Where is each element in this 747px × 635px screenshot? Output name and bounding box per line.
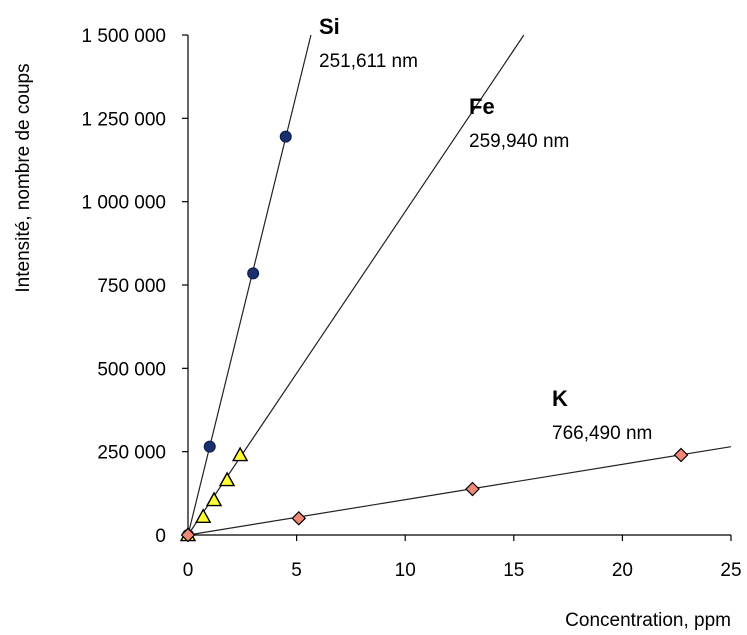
data-point-fe <box>195 508 212 523</box>
markers <box>179 130 689 543</box>
data-point-si <box>203 440 216 453</box>
wavelength-label-si: 251,611 nm <box>319 51 418 72</box>
x-tick-label: 5 <box>291 560 302 581</box>
data-point-k <box>180 527 196 543</box>
y-tick-label: 1 000 000 <box>81 193 166 214</box>
fit-line-si <box>187 34 312 536</box>
y-axis-title: Intensité, nombre de coups <box>13 63 34 292</box>
data-point-fe <box>205 491 223 507</box>
series-label-fe: Fe <box>469 94 495 119</box>
data-point-si <box>247 267 260 280</box>
x-tick-label: 0 <box>183 560 194 581</box>
data-point-k <box>465 481 480 497</box>
y-tick-label: 750 000 <box>97 276 166 297</box>
x-tick-label: 15 <box>503 560 524 581</box>
y-tick-label: 1 500 000 <box>81 26 166 47</box>
x-ticks: 0 5 10 15 20 25 <box>183 535 742 581</box>
data-point-k <box>291 510 307 526</box>
series-label-k: K <box>552 386 568 411</box>
data-point-si <box>279 130 292 143</box>
y-ticks: 0 250 000 500 000 750 000 1 000 000 1 250 000… <box>81 26 188 547</box>
y-tick-label: 0 <box>155 526 166 547</box>
x-tick-label: 10 <box>395 560 416 581</box>
series-label-si: Si <box>319 14 340 39</box>
x-tick-label: 25 <box>720 560 741 581</box>
fit-line-fe <box>187 34 525 536</box>
data-point-fe <box>231 446 249 462</box>
data-point-fe <box>218 471 236 487</box>
wavelength-label-k: 766,490 nm <box>552 423 652 444</box>
y-tick-label: 1 250 000 <box>81 109 166 130</box>
fit-line-k <box>187 446 732 536</box>
wavelength-label-fe: 259,940 nm <box>469 131 569 152</box>
x-axis-title: Concentration, ppm <box>565 610 731 631</box>
data-point-k <box>673 447 689 463</box>
fit-lines <box>187 34 732 536</box>
y-tick-label: 250 000 <box>97 443 166 464</box>
y-tick-label: 500 000 <box>97 359 166 380</box>
series-labels: Si 251,611 nm Fe 259,940 nm K 766,490 nm <box>319 14 652 444</box>
x-tick-label: 20 <box>612 560 633 581</box>
